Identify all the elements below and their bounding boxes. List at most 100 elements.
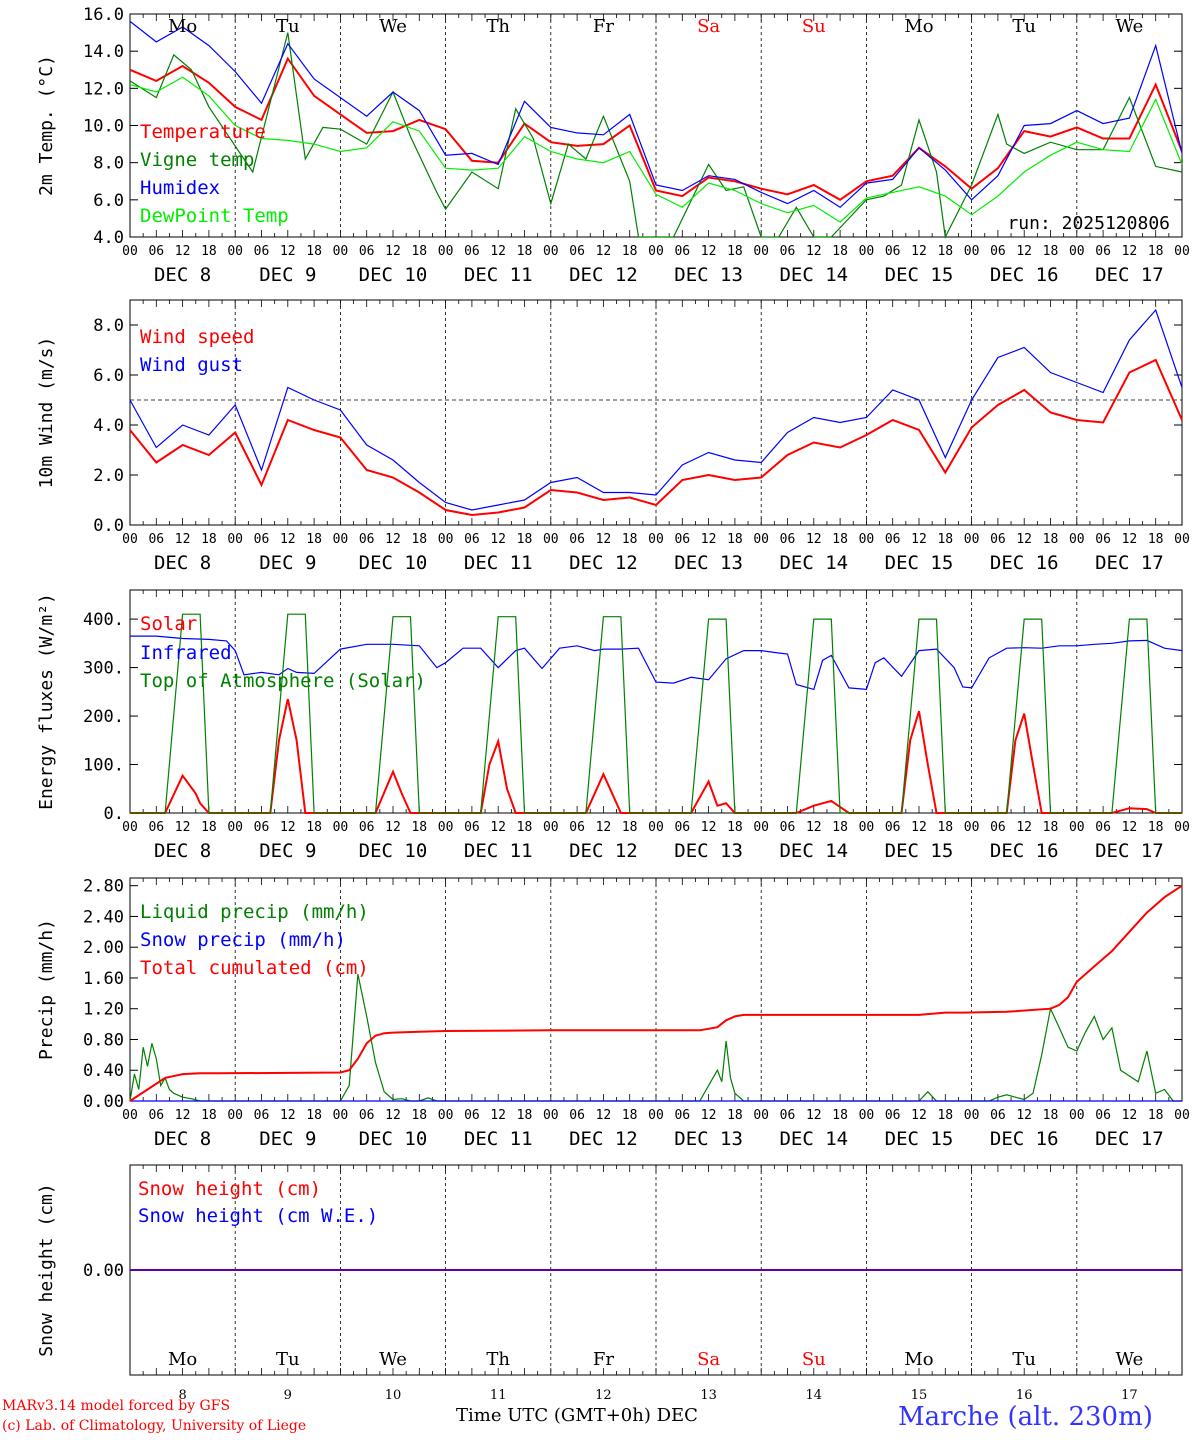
- hour-tick-label: 00: [648, 820, 664, 835]
- hour-tick-label: 12: [385, 532, 401, 547]
- hour-tick-label: 18: [1148, 1108, 1164, 1123]
- hour-tick-label: 12: [280, 532, 296, 547]
- hour-tick-label: 18: [727, 244, 743, 259]
- hour-tick-label: 12: [806, 532, 822, 547]
- date-label: DEC 9: [259, 552, 316, 574]
- weekday-label: Mo: [168, 16, 197, 37]
- weekday-label: Tu: [276, 16, 300, 37]
- hour-tick-label: 18: [937, 1108, 953, 1123]
- hour-tick-label: 12: [911, 1108, 927, 1123]
- day-number-label: 10: [385, 1388, 402, 1403]
- date-label: DEC 17: [1095, 552, 1164, 574]
- hour-tick-label: 12: [806, 244, 822, 259]
- y-tick-label: 1.60: [83, 969, 124, 989]
- date-label: DEC 15: [885, 1128, 954, 1150]
- legend-entry: Snow precip (mm/h): [140, 929, 346, 951]
- legend-entry: Wind gust: [140, 354, 243, 376]
- y-axis-title: Precip (mm/h): [36, 919, 57, 1060]
- hour-tick-label: 06: [780, 1108, 796, 1123]
- y-axis-title: 2m Temp. (°C): [36, 55, 57, 196]
- hour-tick-label: 18: [937, 820, 953, 835]
- hour-tick-label: 00: [859, 1108, 875, 1123]
- hour-tick-label: 00: [1174, 244, 1190, 259]
- date-label: DEC 10: [359, 840, 428, 862]
- legend-entry: DewPoint Temp: [140, 205, 289, 227]
- hour-tick-label: 06: [464, 244, 480, 259]
- y-tick-label: 16.0: [83, 5, 124, 25]
- y-tick-label: 400.: [83, 610, 124, 630]
- hour-tick-label: 00: [122, 244, 138, 259]
- hour-tick-label: 06: [1095, 532, 1111, 547]
- station-name: Marche (alt. 230m): [898, 1402, 1153, 1432]
- series-line-liquid-precip-mm-h-: [129, 973, 1182, 1102]
- hour-tick-label: 18: [1043, 532, 1059, 547]
- series-line-wind-speed: [129, 358, 1183, 517]
- hour-tick-label: 06: [359, 820, 375, 835]
- date-label: DEC 17: [1095, 1128, 1164, 1150]
- hour-tick-label: 00: [122, 1108, 138, 1123]
- legend-entry: Humidex: [140, 177, 220, 199]
- hour-tick-label: 00: [648, 244, 664, 259]
- hour-tick-label: 00: [1069, 532, 1085, 547]
- y-axis-title: Energy fluxes (W/m²): [36, 593, 57, 810]
- hour-tick-label: 12: [175, 244, 191, 259]
- hour-tick-label: 00: [964, 1108, 980, 1123]
- hour-tick-label: 12: [1016, 244, 1032, 259]
- date-label: DEC 10: [359, 264, 428, 286]
- hour-tick-label: 12: [701, 1108, 717, 1123]
- hour-tick-label: 18: [201, 820, 217, 835]
- y-tick-label: 4.0: [93, 228, 124, 248]
- hour-tick-label: 00: [1174, 532, 1190, 547]
- date-label: DEC 16: [990, 264, 1059, 286]
- hour-tick-label: 12: [490, 532, 506, 547]
- hour-tick-label: 18: [517, 820, 533, 835]
- day-number-label: 13: [700, 1388, 717, 1403]
- hour-tick-label: 12: [280, 1108, 296, 1123]
- weekday-label: Su: [802, 1349, 826, 1370]
- hour-tick-label: 06: [780, 532, 796, 547]
- legend-entry: Temperature: [140, 121, 266, 143]
- hour-tick-label: 06: [254, 532, 270, 547]
- date-label: DEC 10: [359, 1128, 428, 1150]
- hour-tick-label: 06: [464, 820, 480, 835]
- date-label: DEC 8: [154, 552, 211, 574]
- hour-tick-label: 06: [148, 820, 164, 835]
- y-tick-label: 300.: [83, 659, 124, 679]
- hour-tick-label: 00: [543, 244, 559, 259]
- hour-tick-label: 18: [201, 244, 217, 259]
- hour-tick-label: 18: [727, 820, 743, 835]
- date-label: DEC 11: [464, 264, 533, 286]
- hour-tick-label: 00: [438, 532, 454, 547]
- hour-tick-label: 06: [990, 820, 1006, 835]
- hour-tick-label: 00: [438, 820, 454, 835]
- y-tick-label: 2.0: [93, 466, 124, 486]
- hour-tick-label: 06: [569, 820, 585, 835]
- hour-tick-label: 12: [1122, 1108, 1138, 1123]
- hour-tick-label: 06: [674, 244, 690, 259]
- hour-tick-label: 00: [964, 820, 980, 835]
- hour-tick-label: 12: [1016, 532, 1032, 547]
- hour-tick-label: 12: [701, 244, 717, 259]
- credit-model: MARv3.14 model forced by GFS: [2, 1398, 231, 1414]
- legend-entry: Snow height (cm): [138, 1178, 321, 1200]
- hour-tick-label: 06: [674, 820, 690, 835]
- hour-tick-label: 06: [464, 532, 480, 547]
- hour-tick-label: 00: [1174, 1108, 1190, 1123]
- hour-tick-label: 18: [306, 244, 322, 259]
- hour-tick-label: 00: [859, 244, 875, 259]
- hour-tick-label: 12: [806, 820, 822, 835]
- hour-tick-label: 00: [333, 532, 349, 547]
- date-label: DEC 14: [779, 840, 848, 862]
- hour-tick-label: 18: [411, 820, 427, 835]
- hour-tick-label: 18: [1148, 820, 1164, 835]
- hour-tick-label: 06: [359, 1108, 375, 1123]
- hour-tick-label: 18: [727, 532, 743, 547]
- date-label: DEC 16: [990, 552, 1059, 574]
- date-label: DEC 15: [885, 552, 954, 574]
- weekday-label: Mo: [904, 1349, 933, 1370]
- hour-tick-label: 00: [438, 244, 454, 259]
- date-label: DEC 12: [569, 552, 638, 574]
- hour-tick-label: 12: [385, 244, 401, 259]
- date-label: DEC 14: [779, 552, 848, 574]
- weekday-label: Sa: [697, 16, 720, 37]
